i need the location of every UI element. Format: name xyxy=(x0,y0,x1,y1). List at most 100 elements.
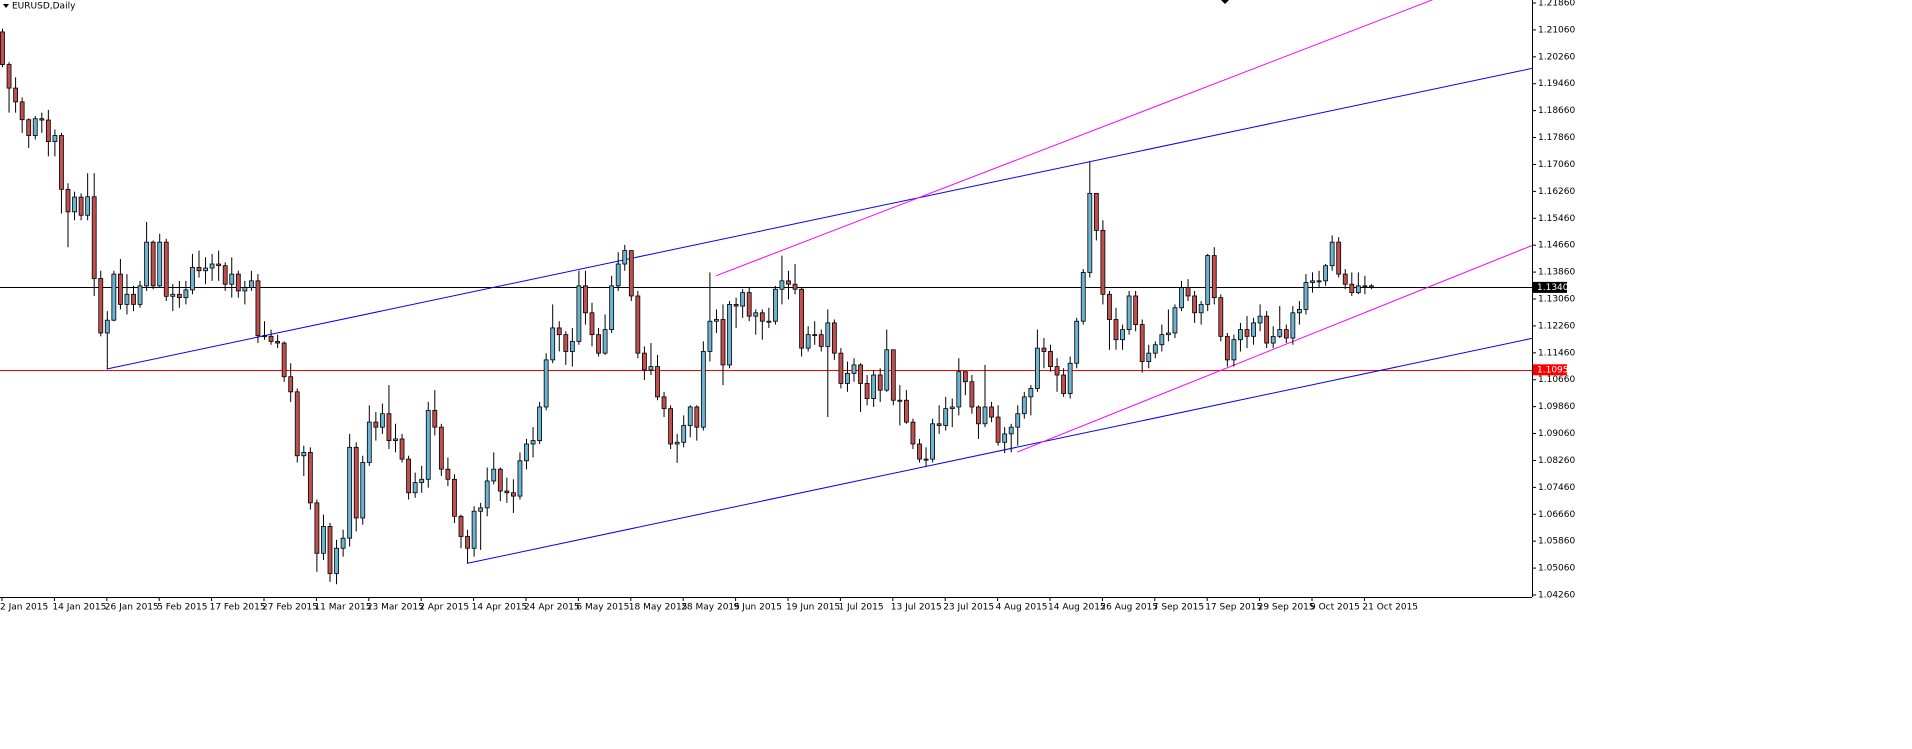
candle-body xyxy=(635,295,641,354)
y-tick-label: 1.09860 xyxy=(1538,402,1575,412)
candle-body xyxy=(465,536,470,549)
candle-body xyxy=(1093,192,1099,231)
candle-body xyxy=(786,280,791,285)
x-tick-label: 19 Jun 2015 xyxy=(786,603,840,613)
candle-body xyxy=(1139,324,1145,362)
menu-arrow[interactable] xyxy=(3,4,9,8)
candle-body xyxy=(556,327,562,336)
candle-body xyxy=(170,293,176,297)
candle-body xyxy=(1074,320,1080,364)
candle-body xyxy=(773,288,778,322)
y-tick-label: 1.15460 xyxy=(1538,214,1575,224)
candle-body xyxy=(681,425,687,443)
candle-body xyxy=(104,319,110,334)
candle-body xyxy=(949,406,955,410)
candle-body xyxy=(707,320,713,352)
candle-body xyxy=(1035,347,1040,389)
price-label: 1.13405 xyxy=(1537,283,1574,293)
candle-body xyxy=(262,335,267,338)
x-tick-label: 21 Oct 2015 xyxy=(1362,603,1418,613)
x-tick-label: 18 May 2015 xyxy=(629,603,688,613)
candle-body xyxy=(340,537,346,549)
candle-body xyxy=(1048,351,1053,368)
candle-body xyxy=(537,406,542,442)
candle-body xyxy=(1067,362,1073,394)
candle-body xyxy=(301,451,307,457)
candle-body xyxy=(1349,283,1355,294)
y-tick-label: 1.21060 xyxy=(1538,25,1575,35)
candle-body xyxy=(936,423,942,426)
candle-body xyxy=(871,374,877,399)
candle-body xyxy=(163,241,169,297)
x-tick-label: 9 Oct 2015 xyxy=(1310,603,1360,613)
candle-body xyxy=(1211,255,1217,299)
candle-body xyxy=(1303,282,1309,310)
price-label: 1.10955 xyxy=(1537,365,1574,375)
candle-body xyxy=(733,303,739,307)
candle-body xyxy=(445,468,451,480)
candle-body xyxy=(550,327,556,361)
candle-body xyxy=(1290,312,1296,339)
candle-body xyxy=(497,468,503,492)
x-tick-label: 14 Aug 2015 xyxy=(1048,603,1106,613)
trend-line xyxy=(466,337,1532,564)
y-tick-label: 1.08260 xyxy=(1538,456,1575,466)
candle-body xyxy=(65,188,71,213)
candle-body xyxy=(1054,366,1060,376)
candle-body xyxy=(1185,287,1191,297)
candle-body xyxy=(209,263,215,269)
x-tick-label: 11 Mar 2015 xyxy=(314,603,371,613)
price-label-box xyxy=(1533,364,1567,376)
candle-body xyxy=(399,438,405,460)
candle-body xyxy=(19,101,25,121)
candle-body xyxy=(766,320,772,323)
candle-body xyxy=(32,118,38,136)
candle-body xyxy=(1146,352,1152,362)
candle-body xyxy=(753,312,759,317)
candle-body xyxy=(393,438,398,442)
y-tick-label: 1.17860 xyxy=(1538,133,1575,143)
y-tick-label: 1.19460 xyxy=(1538,79,1575,89)
candle-body xyxy=(700,351,706,428)
candle-body xyxy=(602,329,608,354)
y-tick-label: 1.12260 xyxy=(1538,321,1575,331)
trend-line xyxy=(106,67,1532,370)
candle-body xyxy=(229,273,235,285)
candle-body xyxy=(321,525,326,554)
chart-title: EURUSD,Daily xyxy=(12,2,76,12)
candle-body xyxy=(39,118,45,121)
candle-body xyxy=(1218,297,1224,337)
candle-body xyxy=(386,413,392,442)
candle-body xyxy=(1238,329,1243,341)
candle-body xyxy=(13,87,19,103)
candle-body xyxy=(1192,295,1197,314)
trend-line xyxy=(1017,244,1532,453)
candle-body xyxy=(759,312,765,322)
candle-body xyxy=(1179,287,1184,309)
x-tick-label: 14 Apr 2015 xyxy=(472,603,528,613)
candle-body xyxy=(432,409,438,428)
x-tick-label: 5 Feb 2015 xyxy=(157,603,207,613)
candle-body xyxy=(294,391,300,457)
candle-body xyxy=(327,525,333,574)
candle-body xyxy=(1362,285,1368,288)
candle-body xyxy=(1224,335,1230,361)
marker xyxy=(1221,0,1229,4)
y-tick-label: 1.13860 xyxy=(1538,268,1575,278)
candle-body xyxy=(845,372,850,384)
candle-body xyxy=(183,289,189,299)
candle-body xyxy=(124,293,130,305)
candle-body xyxy=(379,413,385,428)
candle-body xyxy=(452,478,457,517)
candle-body xyxy=(714,319,719,322)
candle-body xyxy=(1133,295,1139,325)
candle-body xyxy=(510,492,516,497)
y-tick-label: 1.14660 xyxy=(1538,241,1575,251)
candle-body xyxy=(812,334,818,337)
candle-body xyxy=(59,135,64,190)
candle-body xyxy=(242,287,248,292)
candle-body xyxy=(897,399,903,402)
x-tick-label: 2 Jan 2015 xyxy=(0,603,48,613)
